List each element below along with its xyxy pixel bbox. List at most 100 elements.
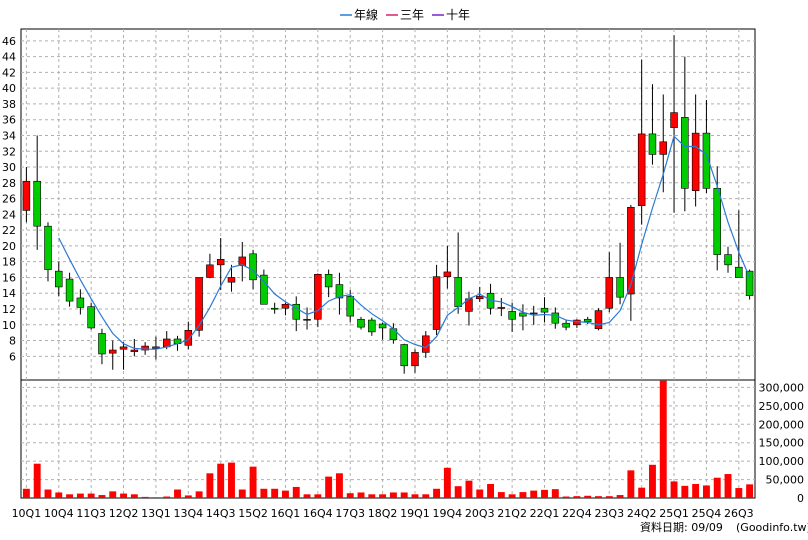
volume-bar: [573, 496, 581, 498]
volume-bar: [314, 494, 322, 498]
volume-bar: [184, 495, 192, 498]
volume-bar: [292, 486, 300, 498]
candle-body: [55, 270, 63, 288]
volume-bar: [98, 495, 106, 498]
candle-body: [691, 132, 700, 191]
volume-bar: [303, 494, 311, 498]
volume-bar: [44, 489, 52, 498]
candle-body: [195, 277, 203, 331]
volume-bar: [228, 462, 235, 498]
candle-body: [206, 264, 214, 278]
candle-body: [562, 322, 570, 328]
candle-body: [648, 133, 657, 155]
volume-bar: [508, 494, 516, 498]
candle-body: [540, 307, 549, 313]
volume-bar: [325, 476, 333, 498]
volume-bar: [249, 466, 257, 498]
volume-bar: [702, 485, 710, 498]
candles: [22, 35, 754, 374]
candle-body: [735, 266, 743, 278]
candle-body: [627, 206, 635, 295]
x-tick-label: 22Q4: [562, 507, 592, 520]
x-tick-label: 19Q4: [433, 507, 463, 520]
x-tick-label: 16Q4: [303, 507, 333, 520]
price-plot-area: [20, 28, 756, 381]
x-tick-label: 23Q3: [594, 507, 624, 520]
volume-bar: [238, 489, 246, 498]
candle-body: [119, 346, 128, 350]
volume-bar: [627, 470, 635, 498]
candle-body: [745, 270, 754, 296]
price-tick-label: 44: [2, 51, 16, 64]
volume-bar: [282, 490, 289, 498]
x-tick-label: 21Q2: [497, 507, 527, 520]
candle-body: [44, 225, 52, 270]
volume-bar: [659, 380, 667, 498]
candle-body: [432, 276, 441, 330]
price-tick-label: 16: [2, 271, 16, 284]
volume-bar: [584, 495, 592, 498]
volume-bar: [400, 492, 408, 498]
moving-average-line: [58, 135, 751, 350]
volume-tick-label: 50,000: [766, 474, 805, 487]
x-tick-label: 26Q3: [724, 507, 754, 520]
candle-body: [400, 344, 408, 367]
legend-label: 三年: [400, 8, 424, 22]
price-tick-label: 26: [2, 193, 16, 206]
volume-bar: [109, 491, 117, 498]
moving-average-lines: [58, 135, 751, 350]
candle-body: [141, 345, 149, 351]
price-tick-label: 14: [2, 287, 16, 300]
price-tick-label: 40: [2, 82, 16, 95]
candle-body: [368, 319, 376, 333]
volume-axis: 0 50,000 100,000 150,000 200,000 250,000 300,0…: [759, 381, 805, 505]
volume-bar: [120, 493, 127, 498]
volume-bar: [55, 492, 63, 498]
candle-body: [605, 277, 614, 309]
candle-body: [378, 323, 387, 329]
volume-tick-label: 0: [797, 492, 804, 505]
volume-bar: [638, 487, 646, 498]
volume-bar: [389, 492, 397, 498]
candle-body: [184, 330, 193, 346]
volume-bar: [174, 489, 181, 498]
price-tick-label: 34: [2, 129, 16, 142]
volume-bar: [22, 488, 30, 498]
candle-body: [227, 277, 236, 283]
volume-bar: [271, 488, 279, 498]
volume-bar: [206, 473, 214, 498]
x-axis: 10Q1 10Q4 11Q3 12Q2 13Q1 13Q4 14Q3 15Q2 16Q1 16Q4…: [12, 507, 754, 520]
x-tick-label: 13Q4: [173, 507, 203, 520]
volume-bar: [217, 463, 225, 498]
volume-bar: [595, 496, 602, 498]
volume-bar: [541, 489, 548, 498]
candle-body: [519, 312, 527, 317]
volume-tick-label: 100,000: [759, 455, 805, 468]
volume-bar: [422, 494, 430, 498]
candle-body: [616, 277, 624, 298]
x-tick-label: 19Q1: [400, 507, 430, 520]
x-tick-label: 24Q2: [627, 507, 657, 520]
x-tick-label: 22Q1: [530, 507, 560, 520]
volume-bar: [357, 492, 365, 498]
x-tick-label: 25Q1: [659, 507, 689, 520]
x-tick-label: 13Q1: [141, 507, 171, 520]
volume-plot-area: [20, 379, 756, 499]
volume-bar: [746, 484, 754, 498]
volume-bar: [130, 494, 138, 498]
x-tick-label: 17Q3: [335, 507, 365, 520]
volume-bar: [87, 493, 95, 498]
volume-bar: [649, 464, 656, 498]
price-tick-label: 38: [2, 98, 16, 111]
candle-body: [270, 307, 279, 310]
price-tick-label: 30: [2, 161, 16, 174]
candle-body: [443, 271, 452, 277]
candle-body: [130, 349, 139, 352]
candle-body: [475, 296, 484, 300]
x-tick-label: 14Q3: [206, 507, 236, 520]
candle-body: [422, 335, 430, 353]
candle-body: [497, 307, 506, 309]
candle-body: [346, 296, 354, 317]
volume-bar: [519, 492, 527, 498]
